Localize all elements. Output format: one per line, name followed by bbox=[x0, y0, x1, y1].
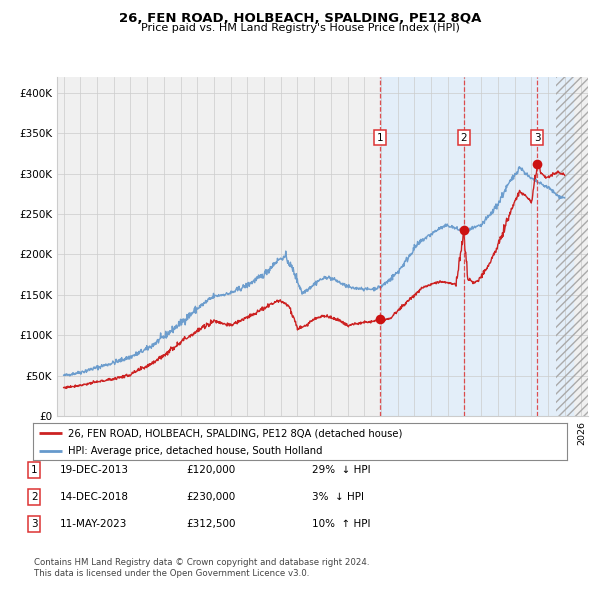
Bar bbox=[556, 77, 588, 416]
Text: 26, FEN ROAD, HOLBEACH, SPALDING, PE12 8QA (detached house): 26, FEN ROAD, HOLBEACH, SPALDING, PE12 8… bbox=[68, 428, 402, 438]
Text: 3: 3 bbox=[534, 133, 541, 143]
Text: £120,000: £120,000 bbox=[186, 465, 235, 474]
Text: 19-DEC-2013: 19-DEC-2013 bbox=[60, 465, 129, 474]
Text: Price paid vs. HM Land Registry's House Price Index (HPI): Price paid vs. HM Land Registry's House … bbox=[140, 23, 460, 33]
Text: HPI: Average price, detached house, South Holland: HPI: Average price, detached house, Sout… bbox=[68, 446, 322, 456]
Text: £230,000: £230,000 bbox=[186, 492, 235, 502]
Text: 3%  ↓ HPI: 3% ↓ HPI bbox=[312, 492, 364, 502]
Text: £312,500: £312,500 bbox=[186, 519, 235, 529]
Text: 1: 1 bbox=[377, 133, 383, 143]
Text: This data is licensed under the Open Government Licence v3.0.: This data is licensed under the Open Gov… bbox=[34, 569, 310, 578]
Text: 26, FEN ROAD, HOLBEACH, SPALDING, PE12 8QA: 26, FEN ROAD, HOLBEACH, SPALDING, PE12 8… bbox=[119, 12, 481, 25]
Text: 1: 1 bbox=[31, 465, 38, 474]
Text: 3: 3 bbox=[31, 519, 38, 529]
Text: 29%  ↓ HPI: 29% ↓ HPI bbox=[312, 465, 371, 474]
Text: 2: 2 bbox=[460, 133, 467, 143]
Text: 10%  ↑ HPI: 10% ↑ HPI bbox=[312, 519, 371, 529]
Text: 14-DEC-2018: 14-DEC-2018 bbox=[60, 492, 129, 502]
Bar bbox=[380, 77, 573, 416]
Text: 2: 2 bbox=[31, 492, 38, 502]
Text: 11-MAY-2023: 11-MAY-2023 bbox=[60, 519, 127, 529]
Text: Contains HM Land Registry data © Crown copyright and database right 2024.: Contains HM Land Registry data © Crown c… bbox=[34, 558, 370, 567]
